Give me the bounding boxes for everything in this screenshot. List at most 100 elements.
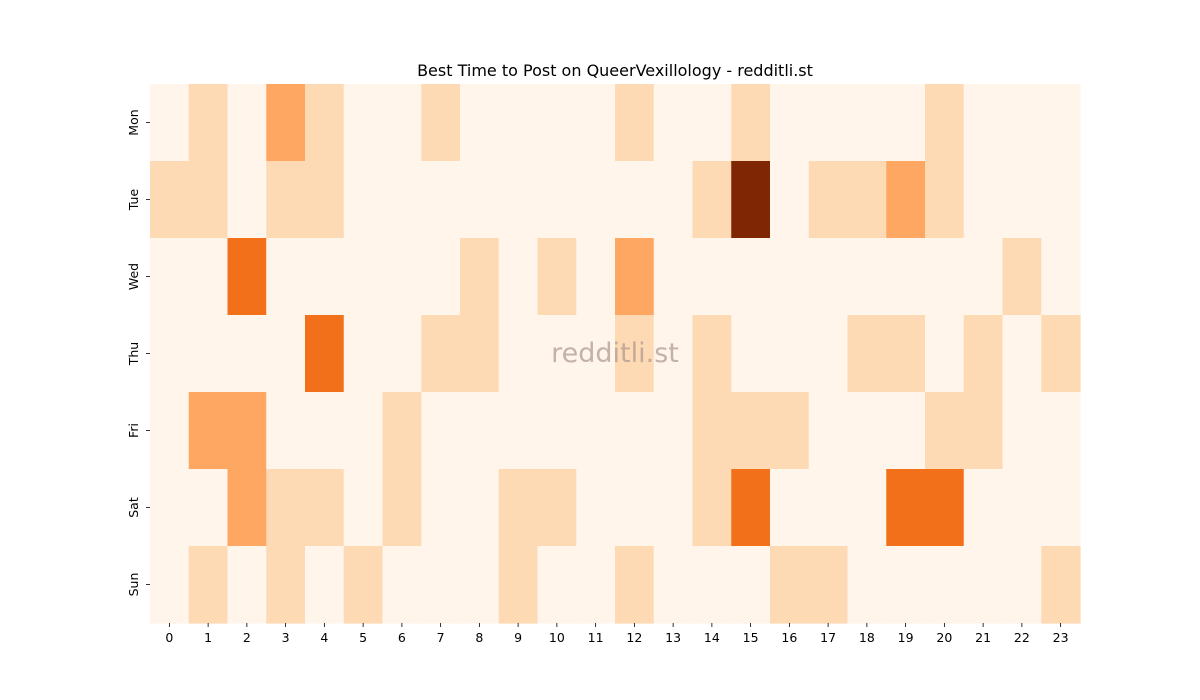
heatmap-cell-mon-11 — [576, 84, 616, 162]
y-tick-label-fri: Fri — [126, 423, 141, 438]
x-tick-label-2: 2 — [243, 630, 251, 645]
x-tick-label-11: 11 — [588, 630, 604, 645]
heatmap-cell-wed-0 — [150, 238, 190, 316]
heatmap-cell-tue-3 — [266, 161, 306, 239]
heatmap-cell-wed-13 — [653, 238, 694, 316]
x-tick-label-8: 8 — [475, 630, 483, 645]
heatmap-cell-tue-22 — [1002, 161, 1042, 239]
heatmap-cell-thu-7 — [421, 315, 461, 393]
heatmap-cell-thu-6 — [382, 315, 422, 393]
heatmap-cell-sun-15 — [731, 546, 771, 624]
heatmap-cell-wed-18 — [847, 238, 887, 316]
x-tick-label-15: 15 — [743, 630, 759, 645]
heatmap-cell-tue-0 — [150, 161, 190, 239]
heatmap-cell-thu-3 — [266, 315, 306, 393]
heatmap-cell-thu-20 — [925, 315, 965, 393]
heatmap-cell-thu-19 — [886, 315, 926, 393]
heatmap-cell-fri-6 — [382, 392, 422, 470]
heatmap-cell-tue-6 — [382, 161, 422, 239]
heatmap-cell-wed-19 — [886, 238, 926, 316]
heatmap-cell-thu-1 — [188, 315, 229, 393]
heatmap-cell-wed-12 — [615, 238, 655, 316]
heatmap-cell-tue-8 — [460, 161, 500, 239]
heatmap-cell-tue-20 — [925, 161, 965, 239]
heatmap-cell-thu-13 — [653, 315, 694, 393]
x-tick-label-16: 16 — [781, 630, 797, 645]
heatmap-cell-sat-2 — [227, 469, 267, 547]
heatmap-cell-fri-0 — [150, 392, 190, 470]
heatmap-cell-sun-13 — [653, 546, 694, 624]
heatmap-cell-fri-9 — [498, 392, 539, 470]
x-axis-ticks: 0 1 2 3 4 5 6 7 8 9 10 11 12 13 14 15 16 17 18 19 20 21 22 23 — [165, 623, 1069, 645]
x-tick-label-19: 19 — [898, 630, 914, 645]
heatmap-cell-mon-20 — [925, 84, 965, 162]
heatmap-cell-sat-14 — [692, 469, 732, 547]
heatmap-cell-fri-19 — [886, 392, 926, 470]
heatmap-cell-mon-12 — [615, 84, 655, 162]
heatmap-cell-sun-4 — [305, 546, 345, 624]
heatmap-cell-wed-6 — [382, 238, 422, 316]
heatmap-cell-wed-23 — [1041, 238, 1081, 316]
heatmap-cell-mon-17 — [808, 84, 849, 162]
heatmap-cell-mon-7 — [421, 84, 461, 162]
heatmap-cell-sun-11 — [576, 546, 616, 624]
heatmap-cell-mon-13 — [653, 84, 694, 162]
heatmap-cell-wed-22 — [1002, 238, 1042, 316]
heatmap-cell-sun-6 — [382, 546, 422, 624]
heatmap-cell-tue-21 — [963, 161, 1004, 239]
x-tick-label-22: 22 — [1014, 630, 1030, 645]
heatmap-cell-thu-4 — [305, 315, 345, 393]
heatmap-cell-thu-22 — [1002, 315, 1042, 393]
heatmap-cell-tue-11 — [576, 161, 616, 239]
heatmap-cell-fri-18 — [847, 392, 887, 470]
heatmap-cell-thu-15 — [731, 315, 771, 393]
heatmap-cell-wed-8 — [460, 238, 500, 316]
heatmap-cell-thu-14 — [692, 315, 732, 393]
heatmap-cell-wed-2 — [227, 238, 267, 316]
heatmap-cell-sat-5 — [343, 469, 384, 547]
heatmap-cell-sat-8 — [460, 469, 500, 547]
heatmap-cell-sat-22 — [1002, 469, 1042, 547]
x-tick-label-5: 5 — [359, 630, 367, 645]
heatmap-cell-sun-12 — [615, 546, 655, 624]
heatmap-cell-tue-4 — [305, 161, 345, 239]
heatmap-cell-fri-17 — [808, 392, 849, 470]
heatmap-cell-sun-19 — [886, 546, 926, 624]
heatmap-cell-sat-6 — [382, 469, 422, 547]
heatmap-cell-wed-3 — [266, 238, 306, 316]
heatmap-cell-fri-11 — [576, 392, 616, 470]
heatmap-cell-thu-11 — [576, 315, 616, 393]
heatmap-cell-tue-23 — [1041, 161, 1081, 239]
chart-title: Best Time to Post on QueerVexillology - … — [417, 61, 813, 80]
heatmap-cell-fri-14 — [692, 392, 732, 470]
heatmap-cell-fri-12 — [615, 392, 655, 470]
y-tick-label-sat: Sat — [126, 497, 141, 518]
heatmap-cell-thu-16 — [770, 315, 810, 393]
x-tick-label-12: 12 — [626, 630, 642, 645]
heatmap-cell-mon-6 — [382, 84, 422, 162]
y-axis-ticks: Mon Tue Wed Thu Fri Sat Sun — [126, 109, 150, 596]
heatmap-cell-wed-9 — [498, 238, 539, 316]
heatmap-cell-tue-7 — [421, 161, 461, 239]
heatmap-cell-tue-5 — [343, 161, 384, 239]
x-tick-label-4: 4 — [320, 630, 328, 645]
heatmap-cell-sun-23 — [1041, 546, 1081, 624]
heatmap-cell-tue-9 — [498, 161, 539, 239]
heatmap-cell-wed-15 — [731, 238, 771, 316]
heatmap-cell-sun-21 — [963, 546, 1004, 624]
heatmap-cell-mon-19 — [886, 84, 926, 162]
heatmap-cell-mon-4 — [305, 84, 345, 162]
heatmap-cell-wed-11 — [576, 238, 616, 316]
x-tick-label-13: 13 — [665, 630, 681, 645]
heatmap-cell-sun-7 — [421, 546, 461, 624]
heatmap-cell-wed-20 — [925, 238, 965, 316]
heatmap-cell-fri-4 — [305, 392, 345, 470]
heatmap-cell-thu-10 — [537, 315, 577, 393]
heatmap-cell-mon-2 — [227, 84, 267, 162]
heatmap-cell-sun-5 — [343, 546, 384, 624]
heatmap-cell-sat-23 — [1041, 469, 1081, 547]
heatmap-cell-mon-9 — [498, 84, 539, 162]
heatmap-cell-sat-10 — [537, 469, 577, 547]
heatmap-cell-sun-16 — [770, 546, 810, 624]
heatmap-cell-thu-23 — [1041, 315, 1081, 393]
